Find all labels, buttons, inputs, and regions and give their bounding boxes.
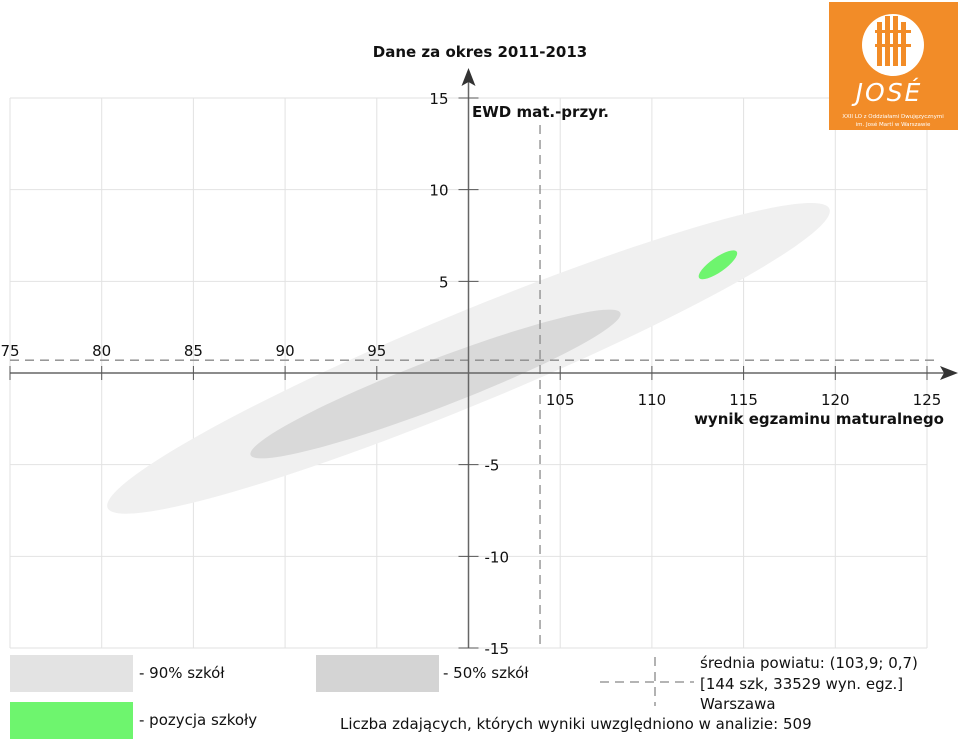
legend-label-90: - 90% szkół — [139, 664, 225, 682]
y-tick-label: -5 — [485, 457, 500, 475]
legend-swatch-school — [10, 702, 133, 739]
legend-mean-line1: średnia powiatu: (103,9; 0,7) — [700, 654, 918, 672]
chart-title: Dane za okres 2011-2013 — [373, 43, 587, 61]
logo-name: JOSÉ — [851, 78, 923, 107]
legend-swatch-50 — [316, 655, 439, 692]
legend: - 90% szkół - 50% szkół - pozycja szkoły… — [10, 654, 918, 739]
legend-mean-line3: Warszawa — [700, 695, 776, 713]
legend-count: Liczba zdających, których wyniki uwzględ… — [340, 715, 812, 733]
y-tick-label: -10 — [485, 548, 510, 566]
x-tick-label: 115 — [729, 391, 758, 409]
y-tick-label: 10 — [429, 182, 448, 200]
logo-line2: im. José Martí w Warszawie — [856, 121, 931, 128]
school-logo: JOSÉ XXII LO z Oddziałami Dwujęzycznymi … — [829, 2, 958, 130]
region-50 — [250, 309, 621, 459]
legend-swatch-90 — [10, 655, 133, 692]
axes — [9, 68, 958, 649]
y-axis-label: EWD mat.-przyr. — [472, 103, 609, 121]
x-tick-label: 90 — [276, 342, 295, 360]
legend-label-50: - 50% szkół — [443, 664, 529, 682]
x-tick-label: 110 — [638, 391, 667, 409]
legend-mean-line2: [144 szk, 33529 wyn. egz.] — [700, 675, 903, 693]
x-tick-label: 120 — [821, 391, 850, 409]
x-axis-label: wynik egzaminu maturalnego — [694, 410, 944, 428]
x-axis-arrow-icon — [940, 366, 958, 380]
y-axis-arrow-icon — [461, 68, 476, 86]
logo-line1: XXII LO z Oddziałami Dwujęzycznymi — [842, 114, 944, 120]
x-tick-label: 75 — [0, 342, 19, 360]
y-tick-label: 15 — [429, 90, 448, 108]
logo-building-icon — [875, 16, 911, 66]
y-tick-label: 5 — [439, 273, 449, 291]
x-tick-label: 95 — [367, 342, 386, 360]
school-position — [698, 250, 738, 280]
x-tick-label: 85 — [184, 342, 203, 360]
x-tick-label: 125 — [913, 391, 942, 409]
x-tick-label: 80 — [92, 342, 111, 360]
y-tick-label: -15 — [485, 640, 510, 658]
legend-label-school: - pozycja szkoły — [139, 711, 257, 729]
x-tick-label: 105 — [546, 391, 575, 409]
